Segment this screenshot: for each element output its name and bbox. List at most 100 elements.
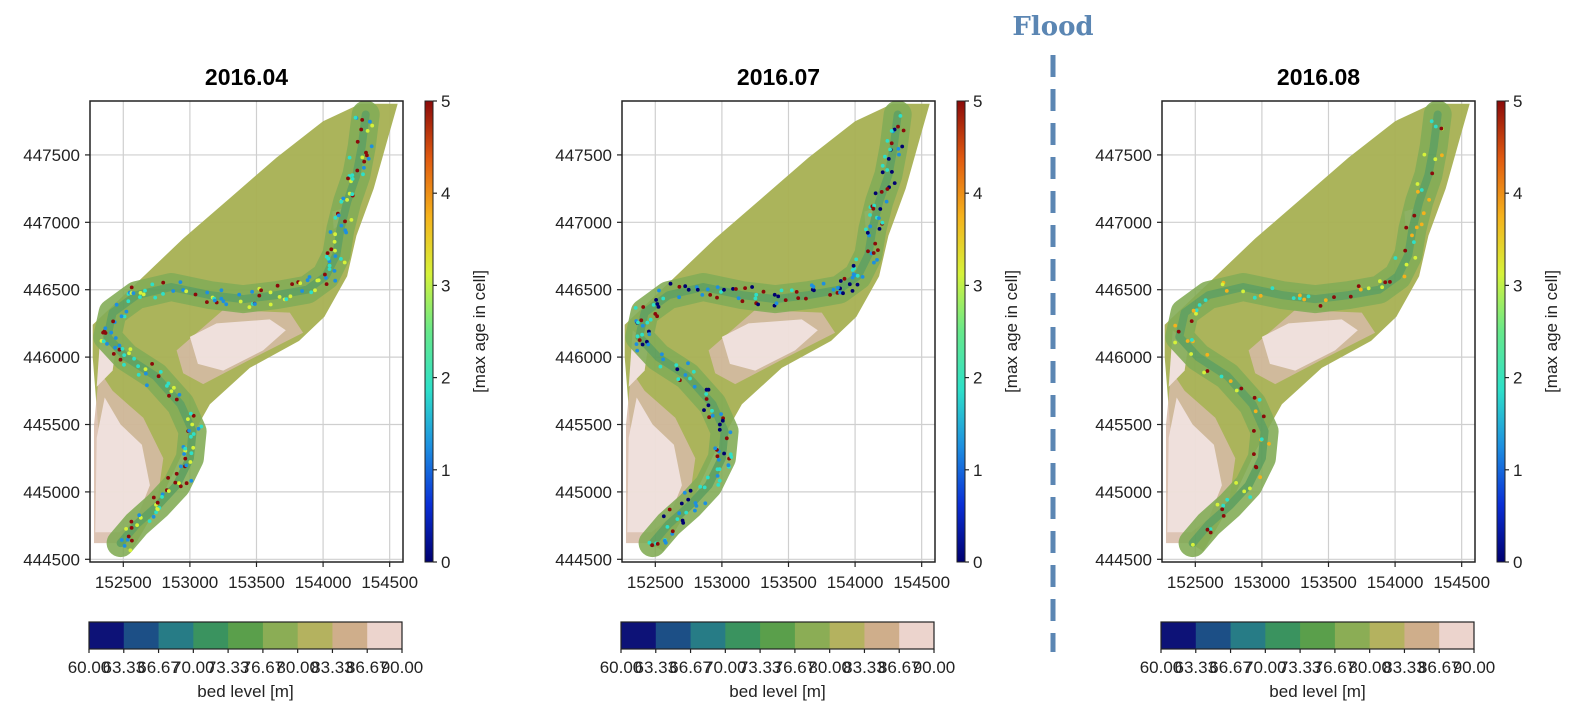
vegetation-point xyxy=(892,127,897,132)
bed-colorbar-segment xyxy=(332,622,368,649)
vegetation-point xyxy=(126,534,131,539)
bed-colorbar-segment xyxy=(760,622,796,649)
y-tick-label: 447500 xyxy=(23,146,80,165)
vegetation-point xyxy=(886,157,891,161)
vegetation-point xyxy=(889,141,894,146)
vegetation-point xyxy=(1348,294,1353,299)
vegetation-point xyxy=(872,203,876,208)
vegetation-point xyxy=(150,362,155,366)
vegetation-point xyxy=(704,392,709,396)
age-colorbar-tick-label: 4 xyxy=(973,184,982,203)
vegetation-point xyxy=(1221,503,1226,508)
vegetation-point xyxy=(674,363,679,367)
vegetation-point xyxy=(880,163,885,168)
vegetation-point xyxy=(850,289,855,293)
vegetation-point xyxy=(831,287,836,292)
age-colorbar xyxy=(1496,100,1506,563)
vegetation-point xyxy=(722,451,726,456)
vegetation-point xyxy=(333,215,338,220)
vegetation-point xyxy=(692,384,697,389)
bed-colorbar-segment xyxy=(1161,622,1197,649)
vegetation-point xyxy=(307,275,312,279)
vegetation-point xyxy=(676,377,681,382)
bed-colorbar-tick-label: 80.00 xyxy=(276,658,319,677)
bed-colorbar-tick-label: 73.33 xyxy=(207,658,250,677)
vegetation-point xyxy=(715,295,719,300)
vegetation-point xyxy=(634,342,639,346)
vegetation-point xyxy=(1197,303,1202,307)
high-ground xyxy=(1167,397,1222,533)
vegetation-point xyxy=(336,213,341,218)
vegetation-point xyxy=(366,156,371,161)
vegetation-point xyxy=(898,114,903,118)
age-colorbar-tick-label: 2 xyxy=(1513,369,1522,388)
y-tick-label: 444500 xyxy=(1095,550,1152,569)
vegetation-point xyxy=(131,291,136,296)
vegetation-point xyxy=(155,507,160,512)
vegetation-point xyxy=(1429,119,1434,124)
vegetation-point xyxy=(885,187,890,191)
vegetation-point xyxy=(1393,256,1398,260)
vegetation-point xyxy=(316,278,321,283)
bed-colorbar-tick-label: 76.67 xyxy=(1314,658,1357,677)
vegetation-point xyxy=(1323,298,1328,303)
age-colorbar-tick-label: 4 xyxy=(1513,184,1522,203)
vegetation-point xyxy=(339,257,343,261)
vegetation-point xyxy=(156,374,161,379)
x-tick-label: 154000 xyxy=(827,573,884,592)
vegetation-point xyxy=(333,248,337,253)
vegetation-point xyxy=(694,504,699,508)
vegetation-point xyxy=(122,314,127,319)
vegetation-point xyxy=(1253,409,1258,414)
vegetation-point xyxy=(838,290,842,295)
vegetation-point xyxy=(637,338,642,342)
vegetation-point xyxy=(776,294,781,299)
vegetation-point xyxy=(667,507,672,512)
vegetation-point xyxy=(1403,248,1408,253)
vegetation-points xyxy=(1173,119,1444,547)
vegetation-point xyxy=(365,129,370,133)
vegetation-point xyxy=(646,342,651,347)
vegetation-point xyxy=(177,481,181,485)
vegetation-point xyxy=(113,345,117,350)
vegetation-point xyxy=(828,293,832,297)
vegetation-point xyxy=(720,418,725,423)
vegetation-point xyxy=(838,279,843,283)
vegetation-point xyxy=(885,139,890,143)
vegetation-point xyxy=(872,260,876,265)
vegetation-point xyxy=(347,155,352,160)
vegetation-point xyxy=(189,434,193,439)
bed-colorbar-segment xyxy=(297,622,333,649)
vegetation-point xyxy=(365,153,369,158)
vegetation-point xyxy=(854,257,859,262)
vegetation-point xyxy=(247,305,252,309)
bed-colorbar-tick-label: 76.67 xyxy=(242,658,285,677)
vegetation-point xyxy=(640,342,645,347)
vegetation-point xyxy=(877,227,882,231)
vegetation-point xyxy=(1190,338,1194,342)
vegetation-point xyxy=(1194,308,1199,313)
bed-colorbar-tick-label: 63.33 xyxy=(103,658,146,677)
vegetation-point xyxy=(688,488,693,493)
vegetation-point xyxy=(695,287,700,292)
axes-frame xyxy=(89,100,404,563)
vegetation-point xyxy=(300,289,304,293)
vegetation-point xyxy=(138,291,143,295)
flood-label: Flood xyxy=(1012,12,1094,42)
vegetation-point xyxy=(717,478,722,483)
vegetation-point xyxy=(875,258,879,262)
vegetation-point xyxy=(143,367,148,371)
age-colorbar-tick-label: 1 xyxy=(441,461,450,480)
vegetation-point xyxy=(708,293,713,297)
vegetation-point xyxy=(1413,255,1418,260)
age-colorbar-tick-label: 0 xyxy=(973,553,982,572)
bed-colorbar-segment xyxy=(1369,622,1405,649)
vegetation-point xyxy=(224,302,229,307)
vegetation-point xyxy=(734,287,738,291)
high-ground xyxy=(95,397,150,533)
vegetation-point xyxy=(1412,240,1416,245)
vegetation-point xyxy=(268,302,273,307)
vegetation-point xyxy=(1410,233,1414,238)
vegetation-point xyxy=(1215,502,1220,507)
